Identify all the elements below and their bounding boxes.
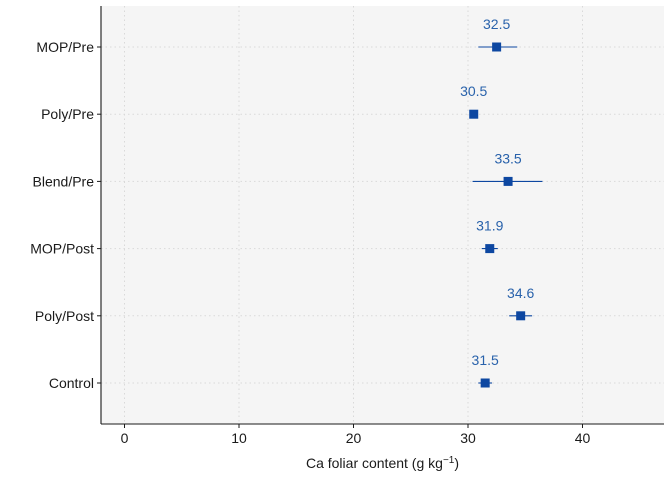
x-tick-label: 40 <box>575 430 591 446</box>
grid-lines <box>101 6 664 424</box>
y-tick-label: MOP/Post <box>30 241 94 257</box>
x-tick-label: 0 <box>121 430 129 446</box>
data-point <box>469 109 479 119</box>
data-label: 34.6 <box>507 285 534 301</box>
x-axis-title: Ca foliar content (g kg−1) <box>306 455 459 472</box>
data-label: 32.5 <box>483 16 510 32</box>
x-tick-label: 10 <box>231 430 247 446</box>
data-point <box>492 42 502 52</box>
y-tick-label: MOP/Pre <box>36 39 94 55</box>
data-point <box>485 244 495 254</box>
x-axis: 0 10 20 30 40 <box>121 424 591 446</box>
x-tick-label: 20 <box>346 430 362 446</box>
data-label: 31.9 <box>476 218 503 234</box>
y-tick-label: Poly/Pre <box>41 106 94 122</box>
x-tick-label: 30 <box>460 430 476 446</box>
data-points <box>469 42 526 388</box>
data-label: 30.5 <box>460 83 487 99</box>
y-tick-label: Poly/Post <box>35 308 94 324</box>
data-label: 31.5 <box>472 352 499 368</box>
y-axis: MOP/Pre Poly/Pre Blend/Pre MOP/Post Poly/Pos… <box>30 39 101 391</box>
data-point <box>516 311 526 321</box>
data-point <box>503 176 513 186</box>
y-tick-label: Control <box>49 375 94 391</box>
plot-panel <box>101 6 664 424</box>
y-tick-label: Blend/Pre <box>33 173 95 189</box>
data-labels: 32.5 30.5 33.5 31.9 34.6 31.5 <box>460 16 534 368</box>
data-point <box>480 378 490 388</box>
data-label: 33.5 <box>494 150 521 166</box>
